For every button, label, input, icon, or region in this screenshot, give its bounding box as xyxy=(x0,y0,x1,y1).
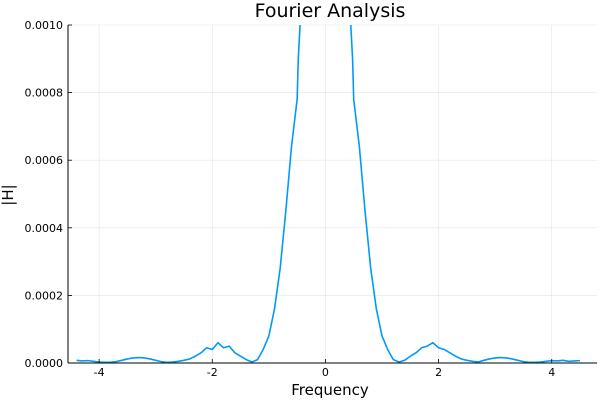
y-tick-label: 0.0010 xyxy=(25,19,64,32)
series-layer xyxy=(76,25,581,363)
y-tick-label: 0.0002 xyxy=(25,289,64,302)
ticks: -4 -2 0 2 4 0.0000 0.0002 0.0004 0.0006 0.0008 0.0… xyxy=(25,19,556,379)
y-axis-label: |H| xyxy=(0,184,17,205)
y-tick-label: 0.0004 xyxy=(25,222,64,235)
y-tick-label: 0.0000 xyxy=(25,357,64,370)
grid xyxy=(68,24,597,364)
y-tick-label: 0.0008 xyxy=(25,87,64,100)
x-axis-label: Frequency xyxy=(291,381,369,399)
series-line-y1 xyxy=(76,25,581,363)
x-tick-label: -2 xyxy=(207,366,218,379)
x-tick-label: -4 xyxy=(94,366,105,379)
x-tick-label: 2 xyxy=(435,366,442,379)
chart-title: Fourier Analysis xyxy=(255,0,406,22)
y-tick-label: 0.0006 xyxy=(25,154,64,167)
x-tick-label: 4 xyxy=(548,366,555,379)
x-tick-label: 0 xyxy=(322,366,329,379)
